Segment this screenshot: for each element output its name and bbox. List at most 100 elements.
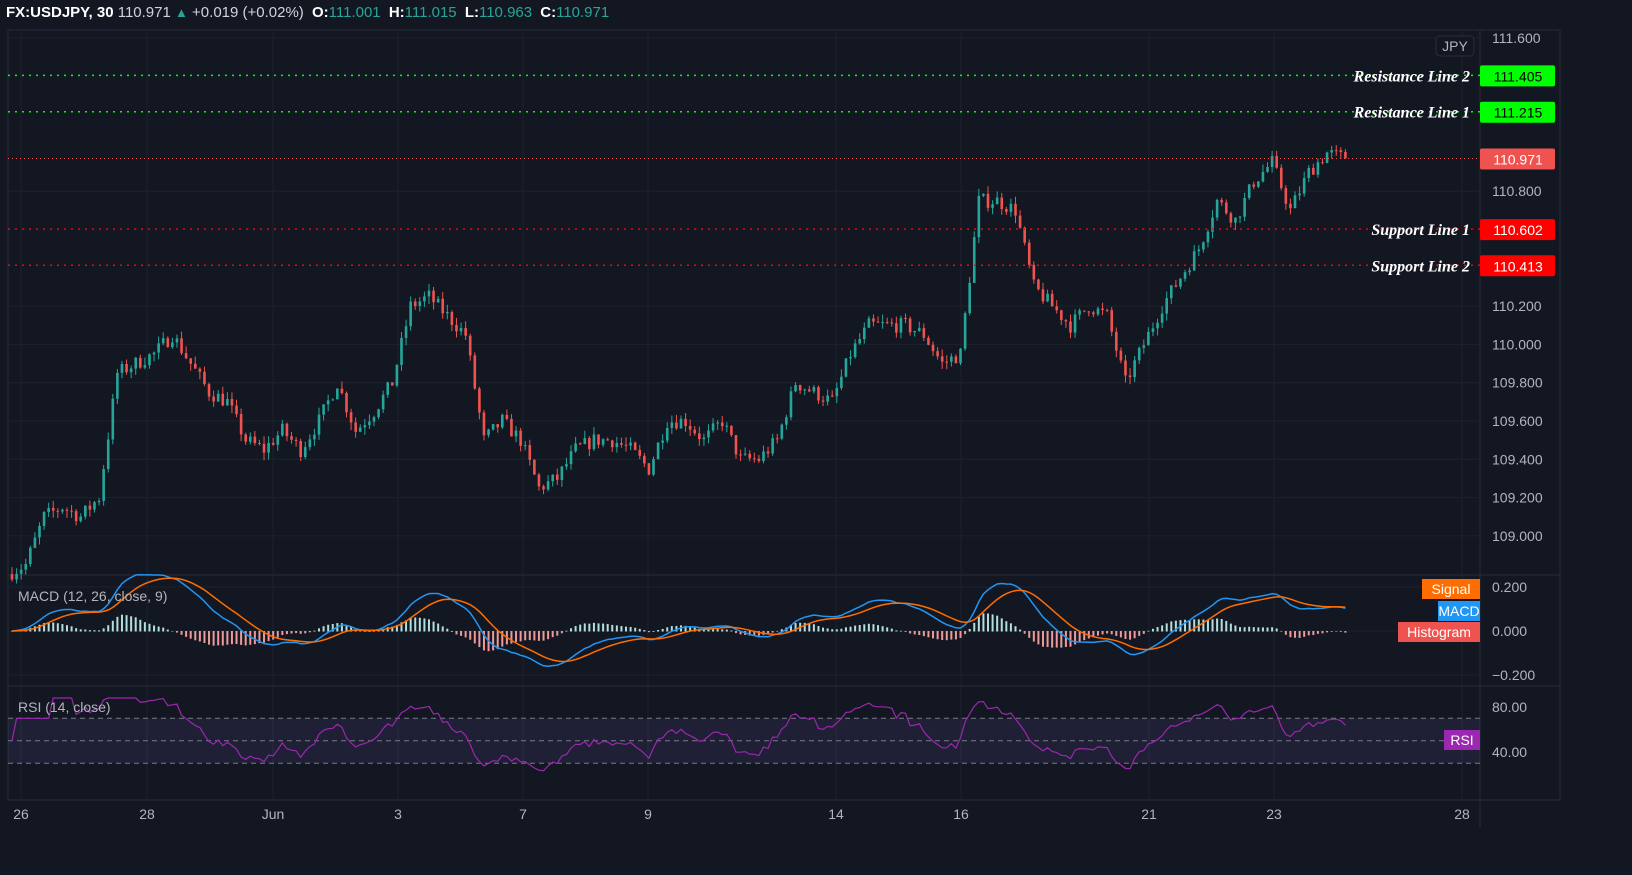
histogram-bar	[780, 629, 783, 632]
candle-body	[560, 466, 564, 480]
candle-body	[125, 363, 128, 373]
histogram-bar	[285, 631, 288, 635]
candle-body	[207, 384, 211, 397]
x-tick-label: 14	[828, 806, 844, 822]
candle-body	[1238, 216, 1242, 218]
histogram-bar	[1216, 618, 1219, 632]
candle-body	[1257, 181, 1260, 187]
histogram-bar	[753, 631, 756, 636]
histogram-bar	[945, 631, 948, 641]
candle-body	[143, 365, 147, 368]
currency-badge	[1435, 35, 1475, 57]
candle-body	[537, 474, 541, 487]
candle-body	[285, 423, 289, 437]
candle-body	[844, 358, 848, 377]
histogram-bar	[363, 631, 366, 632]
x-tick-label: 23	[1266, 806, 1282, 822]
histogram-bar	[1161, 625, 1164, 632]
candle-body	[615, 443, 619, 448]
candle-body	[624, 444, 628, 446]
rsi-title[interactable]: RSI (14, close)	[18, 699, 111, 715]
low-label: L:	[464, 4, 479, 21]
support-line-label: Support Line 1	[1371, 222, 1470, 239]
histogram-bar	[464, 631, 467, 638]
candle-body	[1000, 197, 1004, 210]
histogram-bar	[712, 629, 715, 632]
candle-body	[331, 399, 335, 401]
candle-body	[116, 372, 119, 399]
x-tick-label: 28	[1454, 806, 1470, 822]
histogram-bar	[1101, 631, 1104, 635]
histogram-bar	[583, 623, 586, 632]
histogram-bar	[977, 616, 980, 632]
macd-line	[11, 573, 1346, 668]
candle-body	[271, 442, 275, 445]
candle-body	[597, 434, 600, 445]
candle-body	[1275, 156, 1278, 168]
histogram-bar	[1339, 631, 1342, 632]
histogram-bar	[959, 631, 962, 638]
histogram-bar	[734, 631, 737, 634]
histogram-bar	[409, 617, 412, 632]
candle-body	[510, 418, 513, 437]
histogram-bar	[904, 631, 907, 632]
histogram-bar	[93, 630, 96, 632]
histogram-bar	[725, 629, 728, 632]
candles	[10, 145, 1347, 584]
macd-title[interactable]: MACD (12, 26, close, 9)	[18, 588, 168, 604]
histogram-bar	[936, 631, 939, 640]
candle-body	[656, 442, 660, 460]
candle-body	[1137, 347, 1141, 361]
last-price-label: 110.971	[1493, 151, 1543, 167]
histogram-bar	[162, 627, 165, 632]
histogram-bar	[840, 628, 843, 632]
candle-body	[193, 363, 197, 369]
candle-body	[766, 451, 770, 454]
candle-body	[972, 237, 976, 283]
histogram-bar	[331, 624, 334, 632]
histogram-bar	[175, 631, 178, 633]
y-tick-label: 110.800	[1492, 183, 1542, 199]
histogram-bar	[954, 631, 957, 640]
candle-body	[1330, 150, 1333, 153]
candle-body	[995, 197, 999, 205]
last-price-tag	[1480, 148, 1555, 170]
candle-body	[940, 356, 944, 362]
histogram-bar	[1243, 627, 1246, 632]
candle-body	[432, 290, 435, 303]
histogram-bar	[1119, 631, 1122, 638]
histogram-bar	[1188, 620, 1191, 632]
histogram-bar	[771, 631, 774, 633]
histogram-bar	[1184, 619, 1187, 632]
candle-body	[684, 418, 687, 427]
histogram-bar	[1321, 631, 1324, 634]
histogram-bar	[1106, 631, 1109, 634]
candle-body	[679, 418, 683, 429]
candle-body	[129, 368, 133, 373]
histogram-bar	[1005, 621, 1008, 632]
histogram-bar	[226, 631, 229, 645]
candle-body	[473, 355, 477, 389]
candle-body	[97, 500, 101, 503]
candle-body	[152, 352, 156, 355]
x-tick-label: Jun	[262, 806, 285, 822]
candle-body	[588, 438, 591, 450]
histogram-bar	[189, 631, 192, 639]
histogram-bar	[666, 627, 669, 632]
histogram-bar	[812, 624, 815, 632]
candle-body	[313, 434, 316, 440]
histogram-bar	[570, 628, 573, 632]
histogram-bar	[588, 623, 591, 632]
candle-body	[812, 387, 816, 392]
candle-body	[184, 353, 188, 359]
histogram-bar	[1028, 631, 1031, 638]
histogram-bar	[551, 631, 554, 638]
candle-body	[890, 322, 894, 324]
candle-body	[702, 437, 706, 440]
histogram-bar	[950, 631, 953, 640]
y-tick-label: 111.600	[1492, 30, 1541, 46]
histogram-bar	[565, 630, 568, 632]
candle-body	[1060, 310, 1063, 321]
histogram-bar	[134, 617, 137, 632]
